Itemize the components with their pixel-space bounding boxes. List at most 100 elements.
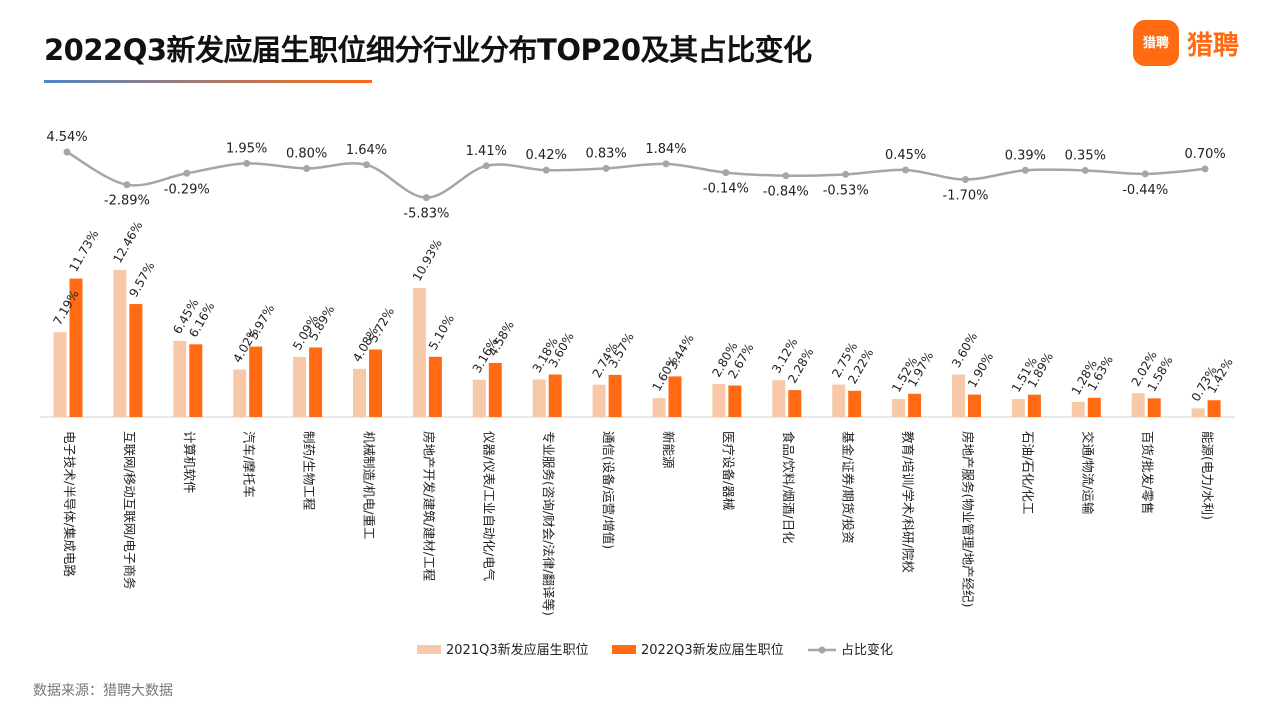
- change-label: 0.45%: [885, 148, 926, 163]
- bar-2021: [113, 269, 127, 417]
- data-label-2021: 12.46%: [110, 219, 145, 266]
- bar-2021: [53, 332, 67, 417]
- category-label: 交通/物流/运输: [1080, 431, 1095, 515]
- bar-2022: [69, 278, 83, 417]
- bar-2022: [1027, 394, 1041, 417]
- bar-2021: [233, 369, 247, 417]
- legend-label-change: 占比变化: [841, 642, 893, 658]
- change-label: -0.53%: [823, 183, 869, 198]
- change-label: 0.42%: [526, 148, 567, 163]
- category-label: 教育/培训/学术/科研/院校: [901, 431, 916, 573]
- category-label: 汽车/摩托车: [242, 431, 257, 498]
- change-point: [303, 164, 311, 172]
- change-label: -0.44%: [1122, 183, 1168, 198]
- bar-2022: [608, 374, 622, 417]
- change-label: 0.83%: [585, 146, 626, 161]
- bar-2022: [548, 374, 562, 417]
- change-point: [542, 166, 550, 174]
- data-label-2022: 3.44%: [665, 332, 696, 372]
- bar-2022: [249, 346, 263, 417]
- change-label: 0.80%: [286, 146, 327, 161]
- category-label: 专业服务(咨询/财会/法律/翻译等): [541, 431, 556, 616]
- change-label: 1.41%: [466, 144, 507, 159]
- bar-2021: [712, 383, 726, 417]
- bar-2022: [129, 304, 143, 417]
- legend-marker-change: [818, 646, 826, 654]
- brand-name: 猎聘: [1187, 30, 1240, 61]
- bar-2022: [369, 349, 382, 417]
- category-label: 互联网/移动互联网/电子商务: [122, 431, 137, 589]
- data-source: 数据来源：猎聘大数据: [33, 683, 173, 699]
- change-point: [63, 148, 71, 156]
- legend-swatch-2021: [417, 645, 441, 654]
- category-label: 能源(电力/水利): [1200, 431, 1215, 520]
- change-label: -2.89%: [104, 194, 150, 209]
- data-label-2022: 5.10%: [426, 312, 457, 352]
- category-label: 机械制造/机电/重工: [362, 431, 377, 539]
- bar-2022: [189, 344, 203, 417]
- category-label: 仪器/仪表/工业自动化/电气: [481, 431, 496, 582]
- change-label: -5.83%: [403, 207, 449, 222]
- change-label: 0.39%: [1005, 148, 1046, 163]
- change-label: 0.70%: [1184, 147, 1225, 162]
- bar-2022: [668, 376, 682, 417]
- bar-2022: [908, 393, 922, 417]
- change-point: [1201, 165, 1209, 173]
- change-label: -0.29%: [164, 182, 210, 197]
- bar-2021: [832, 384, 846, 417]
- change-point: [422, 194, 430, 202]
- bar-2021: [772, 380, 786, 417]
- category-label: 制药/生物工程: [302, 431, 317, 511]
- bar-2021: [1071, 401, 1085, 417]
- change-point: [662, 160, 670, 168]
- bar-2022: [728, 385, 742, 417]
- bar-2021: [592, 384, 606, 417]
- legend-swatch-2022: [612, 645, 636, 654]
- change-point: [243, 159, 251, 167]
- category-label: 房地产服务(物业管理/地产经纪): [961, 431, 976, 607]
- bar-2022: [1087, 397, 1101, 417]
- category-label: 百货/批发/零售: [1140, 431, 1155, 514]
- brand-badge-text: 猎聘: [1142, 36, 1169, 51]
- change-point: [1021, 166, 1029, 174]
- bar-2022: [488, 362, 502, 417]
- change-point: [962, 175, 969, 183]
- bar-2022: [848, 390, 862, 417]
- change-label: -1.70%: [943, 188, 989, 203]
- change-label: 1.64%: [346, 143, 387, 158]
- bar-2022: [309, 347, 323, 417]
- data-label-2022: 5.97%: [246, 302, 277, 342]
- data-label-2021: 10.93%: [410, 237, 445, 284]
- data-label-2022: 9.57%: [126, 260, 157, 300]
- change-label: 0.35%: [1065, 148, 1106, 163]
- change-point: [123, 181, 131, 189]
- bar-2021: [353, 368, 366, 417]
- bar-2021: [293, 356, 307, 417]
- bar-2021: [952, 374, 965, 417]
- change-point: [902, 166, 910, 174]
- category-label: 计算机软件: [182, 431, 197, 494]
- category-label: 电子技术/半导体/集成电路: [62, 431, 77, 577]
- category-label: 食品/饮料/烟酒/日化: [781, 431, 796, 544]
- change-point: [722, 169, 730, 177]
- change-point: [1141, 170, 1149, 178]
- legend-label-2022: 2022Q3新发应届生职位: [641, 642, 784, 658]
- bar-2022: [968, 394, 981, 417]
- change-label: -0.84%: [763, 185, 809, 200]
- data-label-2022: 5.72%: [366, 305, 397, 345]
- bar-2022: [428, 356, 442, 417]
- change-point: [782, 172, 790, 180]
- chart-title: 2022Q3新发应届生职位细分行业分布TOP20及其占比变化: [44, 33, 812, 67]
- bar-2021: [173, 340, 187, 417]
- category-label: 通信(设备/运营/增值): [601, 431, 616, 549]
- bar-2021: [472, 379, 486, 417]
- change-point: [363, 161, 370, 169]
- change-label: 1.95%: [226, 141, 267, 156]
- change-label: 1.84%: [645, 142, 686, 157]
- brand-badge-icon: 猎聘: [1133, 20, 1179, 66]
- brand-logo: 猎聘 猎聘: [1133, 20, 1239, 66]
- category-label: 房地产开发/建筑/建材/工程: [421, 431, 436, 582]
- data-label-2022: 11.73%: [66, 227, 101, 274]
- change-label: 4.54%: [46, 130, 87, 145]
